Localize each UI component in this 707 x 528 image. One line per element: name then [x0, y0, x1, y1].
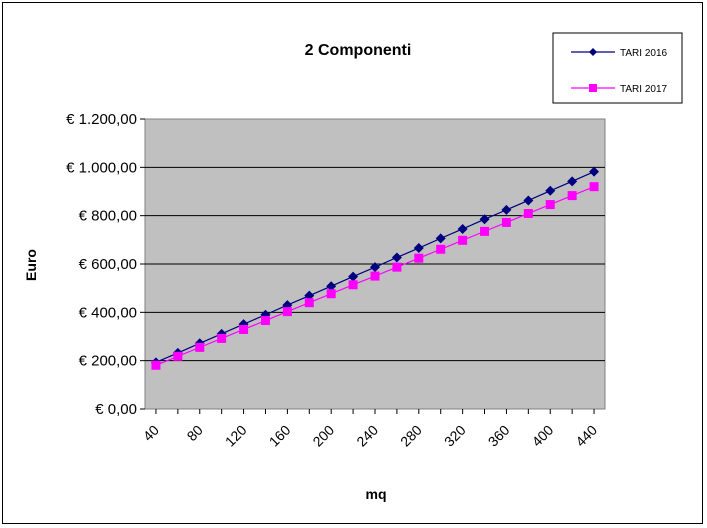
- data-point: [589, 166, 600, 177]
- x-axis-title: mq: [366, 486, 387, 502]
- data-point: [392, 262, 402, 272]
- data-point: [523, 195, 534, 206]
- y-tick-labels: € 0,00 € 200,00 € 400,00 € 600,00 € 800,00 € …: [66, 111, 145, 418]
- data-point: [501, 204, 512, 215]
- data-point: [304, 290, 315, 301]
- y-tick-label: € 1.200,00: [66, 111, 137, 128]
- data-point: [151, 360, 161, 370]
- legend: TARI 2016 TARI 2017: [552, 32, 683, 104]
- data-point: [435, 233, 446, 244]
- data-point: [501, 217, 511, 227]
- x-tick-label: 320: [441, 422, 469, 450]
- data-point: [567, 191, 577, 201]
- data-point: [304, 298, 314, 308]
- data-point: [457, 223, 468, 234]
- data-point: [348, 280, 358, 290]
- y-tick-label: € 400,00: [79, 304, 137, 321]
- x-tick-label: 80: [184, 422, 206, 444]
- data-point: [370, 271, 380, 281]
- data-point: [195, 342, 205, 352]
- data-point: [414, 253, 424, 263]
- x-tick-label: 160: [266, 422, 294, 450]
- data-point: [567, 176, 578, 187]
- data-point: [479, 214, 490, 225]
- y-tick-label: € 600,00: [79, 256, 137, 273]
- data-point: [523, 208, 533, 218]
- data-point: [370, 262, 380, 273]
- x-tick-label: 120: [222, 422, 250, 450]
- y-axis-title: Euro: [23, 249, 39, 281]
- data-point: [326, 289, 336, 299]
- data-point: [545, 200, 555, 210]
- data-point: [545, 185, 556, 196]
- data-point: [260, 316, 270, 326]
- x-tick-label: 240: [353, 422, 381, 450]
- data-point: [436, 244, 446, 254]
- legend-marker: [589, 48, 597, 56]
- chart-svg: € 0,00 € 200,00 € 400,00 € 600,00 € 800,00 € …: [23, 32, 683, 502]
- y-tick-label: € 200,00: [79, 353, 137, 370]
- x-tick-label: 360: [485, 422, 513, 450]
- y-tick-label: € 0,00: [95, 401, 137, 418]
- data-point: [458, 235, 468, 245]
- x-tick-label: 280: [397, 422, 425, 450]
- y-tick-label: € 1.000,00: [66, 159, 137, 176]
- data-point: [217, 333, 227, 343]
- data-point: [282, 307, 292, 317]
- data-point: [173, 351, 183, 361]
- x-tick-label: 440: [572, 422, 600, 450]
- data-point: [391, 252, 402, 263]
- data-point: [413, 243, 424, 254]
- grid-lines: [145, 166, 605, 362]
- legend-box: [552, 32, 683, 104]
- legend-label: TARI 2016: [620, 48, 667, 59]
- legend-label: TARI 2017: [620, 84, 667, 95]
- data-point: [239, 324, 249, 334]
- y-tick-label: € 800,00: [79, 208, 137, 225]
- data-point: [326, 281, 337, 292]
- data-point: [589, 182, 599, 192]
- chart-title: 2 Componenti: [305, 42, 412, 59]
- series-layer: [150, 166, 600, 370]
- x-tick-label: 40: [140, 422, 162, 444]
- data-point: [348, 271, 359, 282]
- data-point: [480, 226, 490, 236]
- x-tick-label: 400: [529, 422, 557, 450]
- legend-marker: [589, 84, 597, 92]
- x-tick-labels: 40 80 120 160 200 240 280 320 360 400 440: [140, 409, 600, 450]
- series-2: [151, 182, 599, 370]
- x-tick-label: 200: [309, 422, 337, 450]
